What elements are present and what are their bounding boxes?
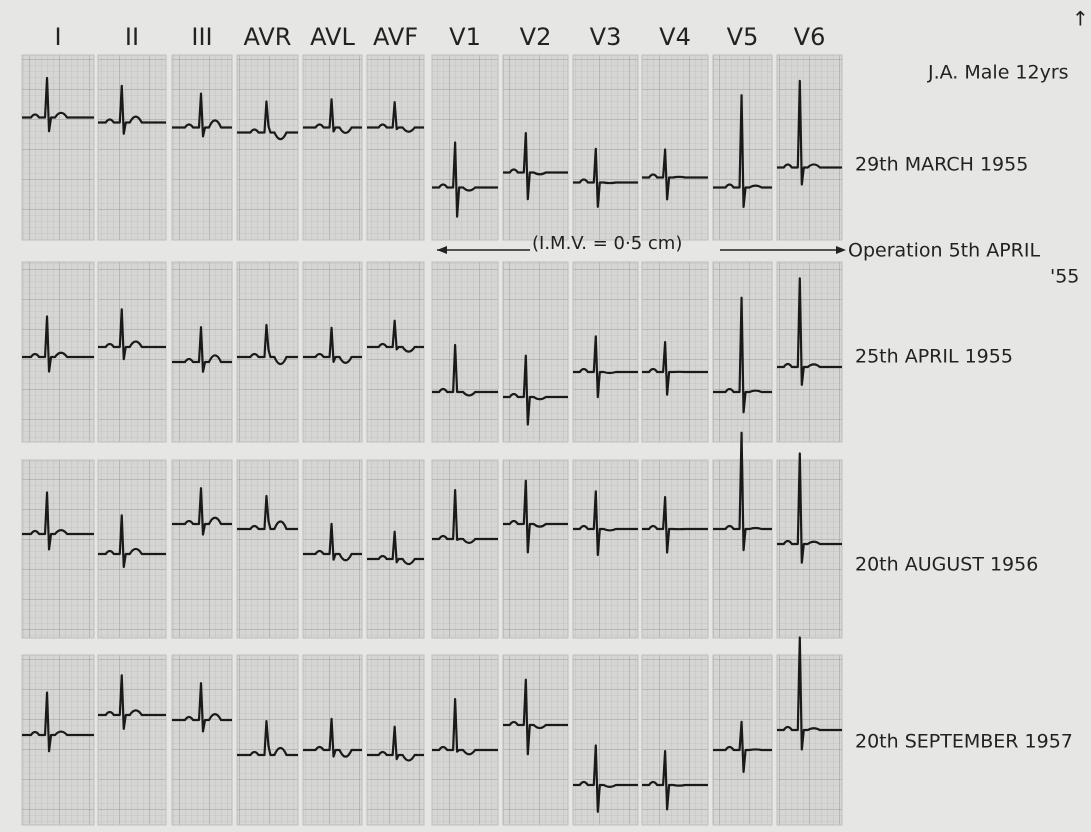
strips: [22, 55, 842, 825]
ecg-strip: [22, 655, 94, 825]
ecg-strip: [642, 460, 708, 638]
lead-label: AVL: [310, 23, 355, 51]
ecg-strip: [98, 262, 166, 442]
lead-label: V3: [590, 23, 622, 51]
ecg-strip: [22, 262, 94, 442]
ecg-strip: [777, 655, 842, 825]
ecg-strip: [573, 262, 638, 442]
row-date: 25th APRIL 1955: [855, 346, 1013, 368]
row-date: 20th AUGUST 1956: [855, 554, 1038, 576]
ecg-strip: [367, 55, 424, 240]
ecg-strip: [777, 262, 842, 442]
ecg-strip: [777, 55, 842, 240]
lead-label: V2: [520, 23, 552, 51]
ecg-strip: [573, 655, 638, 825]
ecg-strip: [503, 460, 568, 638]
ecg-strip: [172, 460, 232, 638]
ecg-strip: [642, 655, 708, 825]
ecg-strip: [237, 460, 298, 638]
lead-label: AVF: [373, 23, 418, 51]
subject: J.A. Male 12yrs: [927, 62, 1069, 84]
operation-note: Operation 5th APRIL: [848, 240, 1040, 262]
ecg-strip: [432, 55, 498, 240]
ecg-strip: [98, 655, 166, 825]
ecg-strip: [573, 460, 638, 638]
ecg-strip: [22, 55, 94, 240]
ecg-strip: [777, 460, 842, 638]
operation-note: '55: [1050, 266, 1079, 288]
arrow-icon: ↑: [1072, 7, 1089, 31]
row-date: 20th SEPTEMBER 1957: [855, 731, 1073, 753]
ecg-strip: [22, 460, 94, 638]
ecg-strip: [172, 55, 232, 240]
row-date: 29th MARCH 1955: [855, 154, 1028, 176]
ecg-strip: [98, 55, 166, 240]
ecg-strip: [503, 655, 568, 825]
lead-label: III: [191, 23, 212, 51]
ecg-strip: [503, 262, 568, 442]
lead-label: I: [54, 23, 61, 51]
ecg-figure: IIIIIIAVRAVLAVFV1V2V3V4V5V6 J.A. Male 12…: [0, 0, 1091, 832]
ecg-strip: [98, 460, 166, 638]
imv-note: (I.M.V. = 0·5 cm): [532, 233, 682, 254]
ecg-strip: [432, 655, 498, 825]
ecg-strip: [503, 55, 568, 240]
lead-label: V5: [727, 23, 759, 51]
ecg-strip: [367, 262, 424, 442]
ecg-strip: [642, 262, 708, 442]
lead-label: AVR: [244, 23, 292, 51]
ecg-strip: [303, 55, 362, 240]
ecg-strip: [573, 55, 638, 240]
lead-label: V1: [449, 23, 481, 51]
lead-label: V6: [794, 23, 826, 51]
ecg-strip: [642, 55, 708, 240]
lead-label: II: [125, 23, 139, 51]
ecg-strip: [237, 262, 298, 442]
ecg-strip: [237, 55, 298, 240]
ecg-strip: [432, 262, 498, 442]
ecg-strip: [172, 655, 232, 825]
lead-label: V4: [659, 23, 691, 51]
ecg-strip: [432, 460, 498, 638]
